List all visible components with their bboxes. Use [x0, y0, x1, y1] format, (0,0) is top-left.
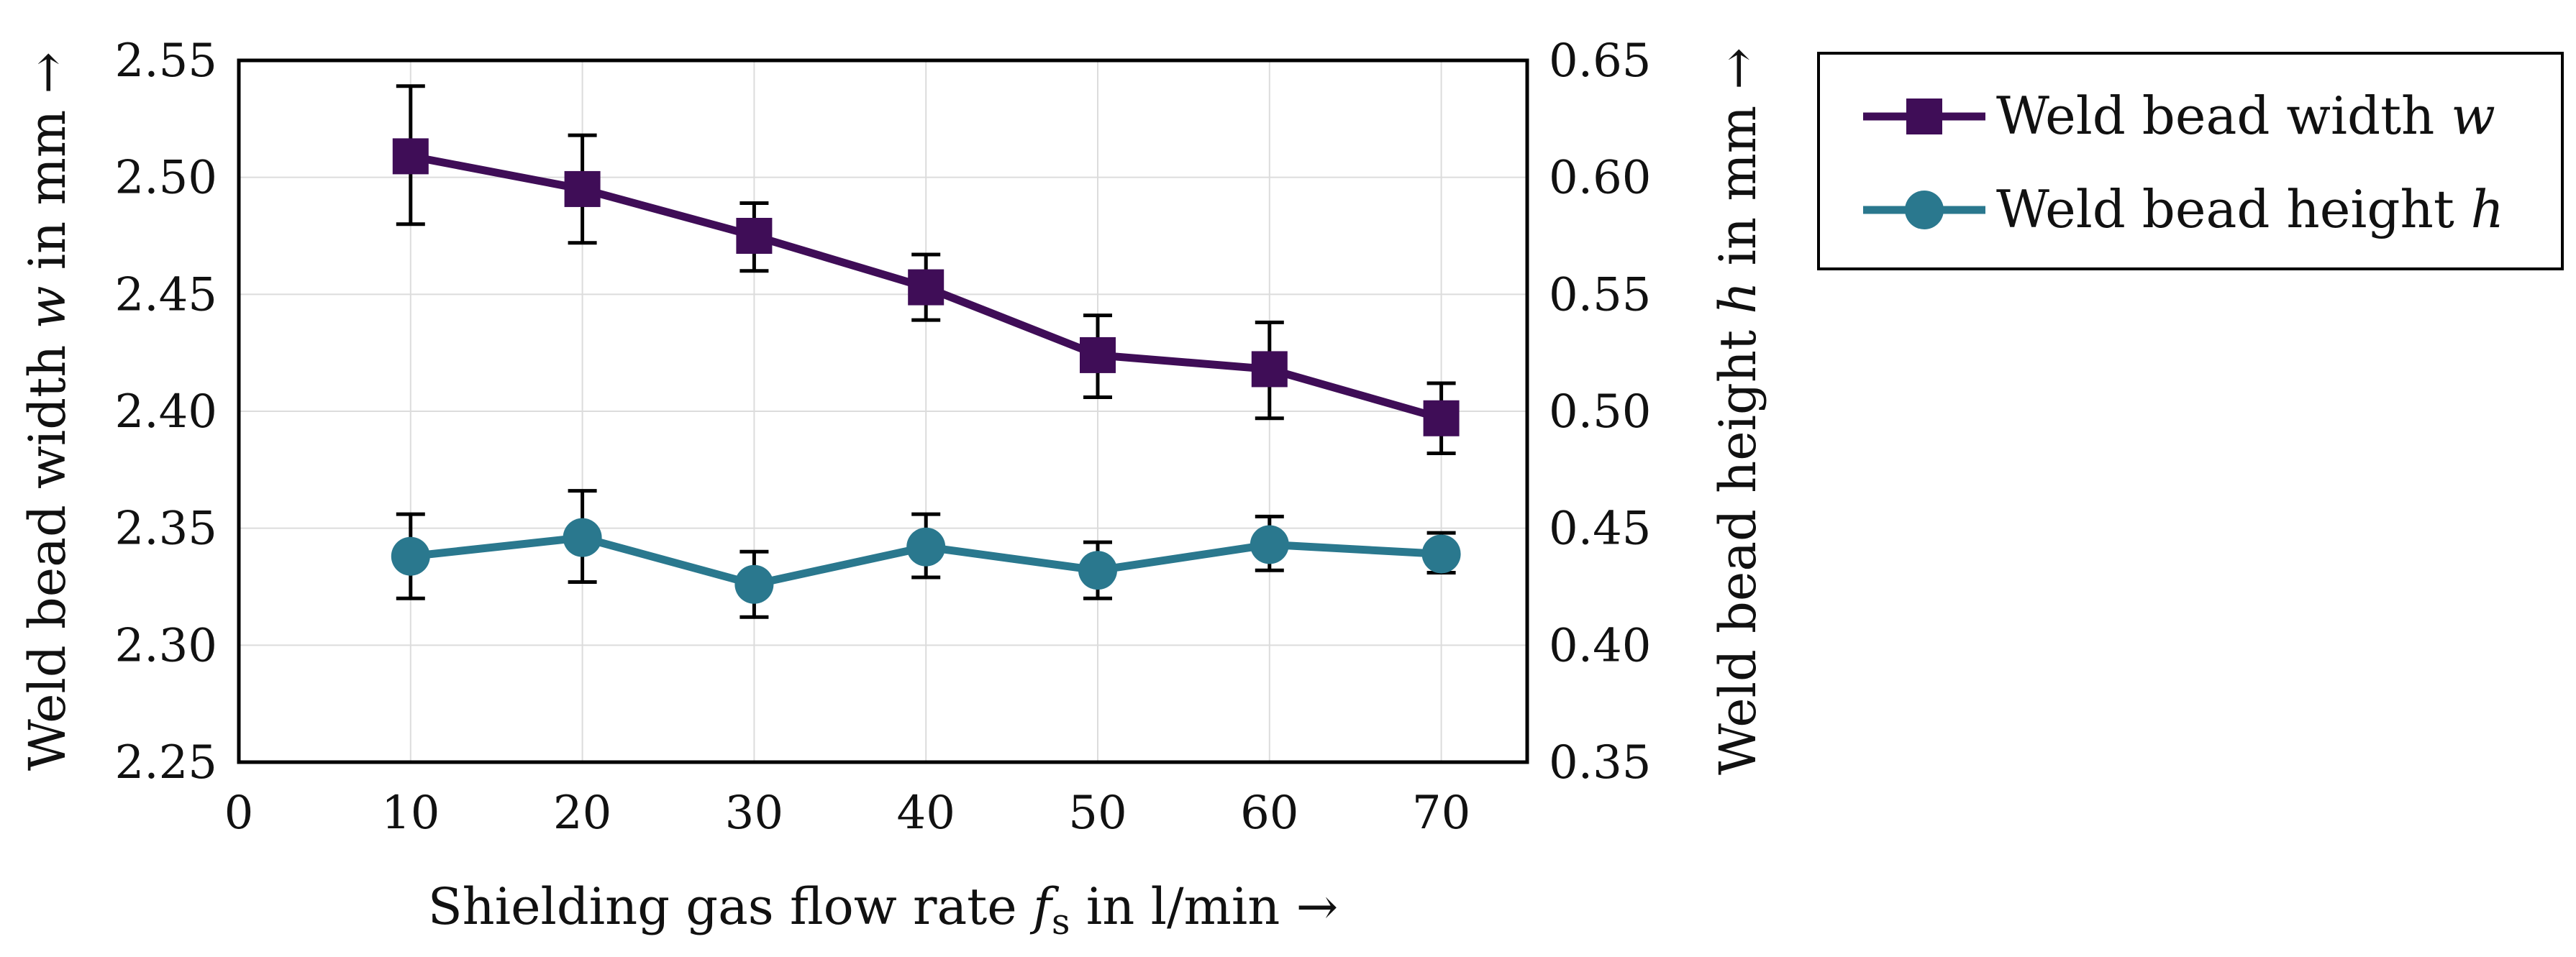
tick-label-layer: 2.25 2.30 2.35 2.40 2.45 2.50 2.55 0.35 0.40 0.45…	[115, 35, 1652, 840]
y-left-tick-label: 2.40	[115, 385, 218, 439]
legend-swatch-circle-marker	[1905, 191, 1944, 229]
x-tick-label: 10	[381, 787, 440, 840]
legend-label-height-text: Weld bead height	[1996, 179, 2454, 239]
x-axis-title-suffix: in l/min →	[1070, 877, 1339, 936]
legend: Weld bead width w Weld bead height h	[1817, 52, 2564, 270]
grid-layer	[239, 60, 1527, 762]
y-right-tick-label: 0.60	[1549, 152, 1652, 205]
y-axis-left-title-suffix: in mm →	[18, 52, 77, 286]
plot-frame	[237, 58, 1529, 764]
y-axis-right-title: Weld bead height h in mm →	[1708, 47, 1767, 775]
legend-label-width-symbol: w	[2451, 86, 2495, 146]
data-point-height	[563, 518, 602, 557]
data-point-height	[391, 536, 430, 576]
data-point-width	[736, 218, 773, 254]
legend-item-height: Weld bead height h	[1863, 179, 2504, 239]
y-axis-right-title-prefix: Weld bead height	[1708, 314, 1767, 775]
data-point-height	[906, 527, 946, 567]
x-tick-label: 20	[553, 787, 611, 840]
y-axis-left-title-symbol: w	[18, 285, 77, 329]
y-right-tick-label: 0.50	[1549, 385, 1652, 439]
y-left-tick-label: 2.55	[115, 35, 218, 88]
legend-label-height: Weld bead height h	[1996, 179, 2504, 239]
y-axis-right-title-symbol: h	[1708, 282, 1767, 314]
data-point-width	[908, 269, 945, 306]
data-point-width	[564, 170, 601, 207]
x-tick-label: 0	[224, 787, 254, 840]
y-right-tick-label: 0.65	[1549, 35, 1652, 88]
data-point-height	[1078, 551, 1117, 590]
y-right-tick-label: 0.45	[1549, 503, 1652, 556]
y-right-tick-label: 0.40	[1549, 619, 1652, 672]
legend-item-width: Weld bead width w	[1863, 86, 2495, 146]
data-point-width	[1080, 336, 1116, 373]
x-tick-label: 60	[1240, 787, 1298, 840]
data-point-height	[1250, 525, 1289, 564]
data-point-height	[1421, 534, 1461, 574]
data-point-width	[1251, 351, 1288, 388]
y-left-tick-label: 2.50	[115, 152, 218, 205]
y-axis-left-title-prefix: Weld bead width	[18, 329, 77, 771]
legend-label-width: Weld bead width w	[1996, 86, 2495, 146]
y-left-tick-label: 2.25	[115, 736, 218, 789]
legend-label-height-symbol: h	[2471, 179, 2504, 239]
y-axis-left-title: Weld bead width w in mm →	[18, 52, 77, 771]
y-right-tick-label: 0.55	[1549, 268, 1652, 321]
legend-label-width-text: Weld bead width	[1996, 86, 2434, 146]
x-tick-label: 50	[1068, 787, 1127, 840]
series-layer	[391, 138, 1461, 604]
y-left-tick-label: 2.35	[115, 503, 218, 556]
y-left-tick-label: 2.45	[115, 268, 218, 321]
y-axis-right-title-suffix: in mm →	[1708, 47, 1767, 282]
x-tick-label: 40	[896, 787, 955, 840]
y-left-tick-label: 2.30	[115, 619, 218, 672]
data-point-height	[734, 564, 774, 604]
x-tick-label: 30	[725, 787, 783, 840]
x-axis-title-prefix: Shielding gas flow rate	[428, 877, 1033, 936]
x-axis-title-subscript: s	[1052, 901, 1070, 943]
data-point-width	[392, 138, 429, 175]
legend-box	[1817, 52, 2564, 270]
x-axis-title: Shielding gas flow rate fs in l/min →	[428, 877, 1339, 943]
legend-swatch-square-marker	[1906, 99, 1942, 134]
x-tick-label: 70	[1412, 787, 1470, 840]
y-right-tick-label: 0.35	[1549, 736, 1652, 789]
data-point-width	[1423, 400, 1460, 436]
